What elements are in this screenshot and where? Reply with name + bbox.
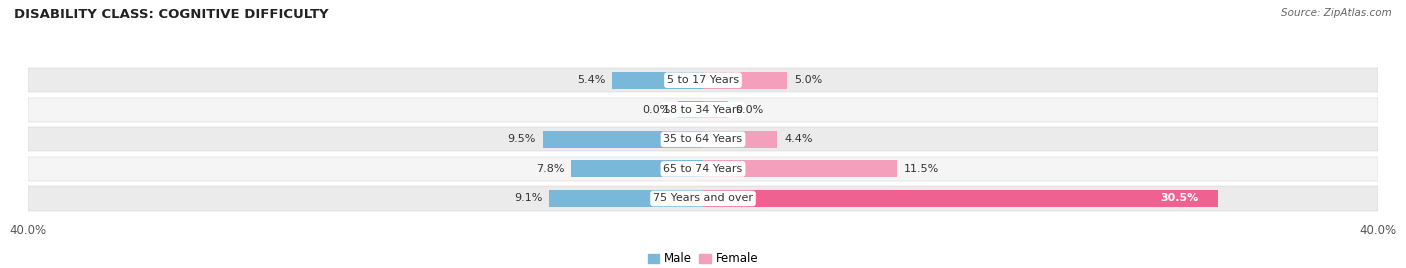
Text: 30.5%: 30.5% — [1161, 193, 1199, 203]
Bar — [703, 131, 778, 148]
Text: 35 to 64 Years: 35 to 64 Years — [664, 134, 742, 144]
Text: 75 Years and over: 75 Years and over — [652, 193, 754, 203]
Bar — [550, 190, 703, 207]
Bar — [28, 127, 1378, 151]
Text: 9.1%: 9.1% — [515, 193, 543, 203]
Text: 9.5%: 9.5% — [508, 134, 536, 144]
Text: 5.0%: 5.0% — [794, 75, 823, 85]
Bar — [28, 68, 1378, 92]
Text: 4.4%: 4.4% — [785, 134, 813, 144]
Text: Source: ZipAtlas.com: Source: ZipAtlas.com — [1281, 8, 1392, 18]
Bar — [28, 186, 1378, 211]
Text: 5 to 17 Years: 5 to 17 Years — [666, 75, 740, 85]
Text: 5.4%: 5.4% — [576, 75, 605, 85]
Bar — [28, 157, 1378, 181]
Bar — [703, 72, 787, 89]
Bar — [543, 131, 703, 148]
Bar — [678, 101, 703, 118]
Text: 18 to 34 Years: 18 to 34 Years — [664, 105, 742, 115]
Text: 11.5%: 11.5% — [904, 164, 939, 174]
Text: 7.8%: 7.8% — [536, 164, 565, 174]
Text: 65 to 74 Years: 65 to 74 Years — [664, 164, 742, 174]
Bar — [571, 160, 703, 177]
Text: 0.0%: 0.0% — [735, 105, 763, 115]
Bar — [703, 101, 728, 118]
Text: DISABILITY CLASS: COGNITIVE DIFFICULTY: DISABILITY CLASS: COGNITIVE DIFFICULTY — [14, 8, 329, 21]
Bar — [703, 190, 1218, 207]
Bar — [612, 72, 703, 89]
Bar — [28, 98, 1378, 122]
Legend: Male, Female: Male, Female — [643, 248, 763, 268]
Text: 0.0%: 0.0% — [643, 105, 671, 115]
Bar — [703, 160, 897, 177]
